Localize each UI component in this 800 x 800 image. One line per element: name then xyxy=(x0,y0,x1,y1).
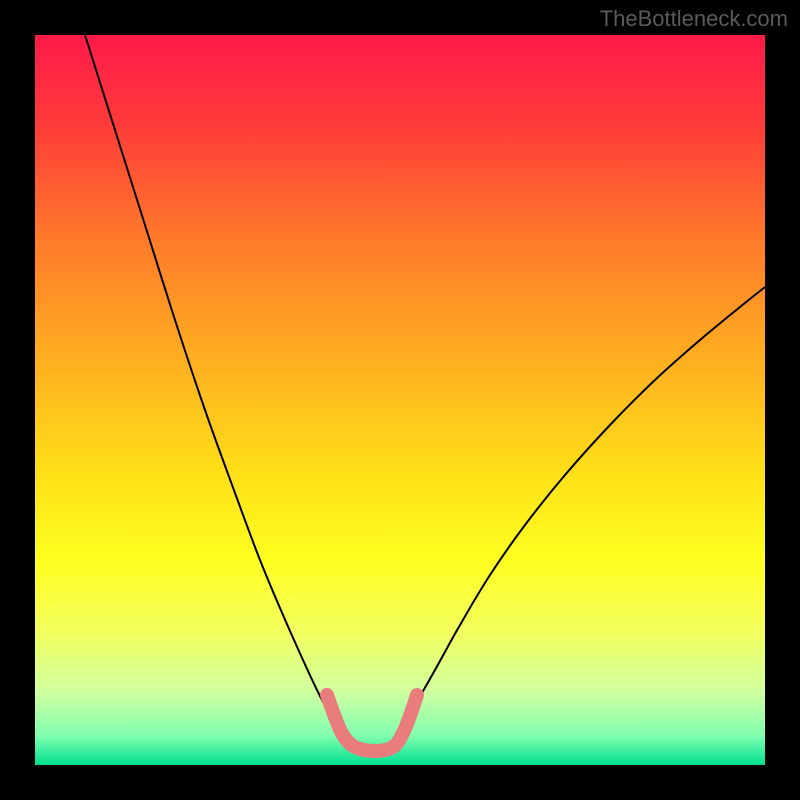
plot-area xyxy=(35,35,765,765)
chart-svg xyxy=(35,35,765,765)
chart-container: TheBottleneck.com xyxy=(0,0,800,800)
watermark-text: TheBottleneck.com xyxy=(600,6,788,32)
gradient-background xyxy=(35,35,765,765)
